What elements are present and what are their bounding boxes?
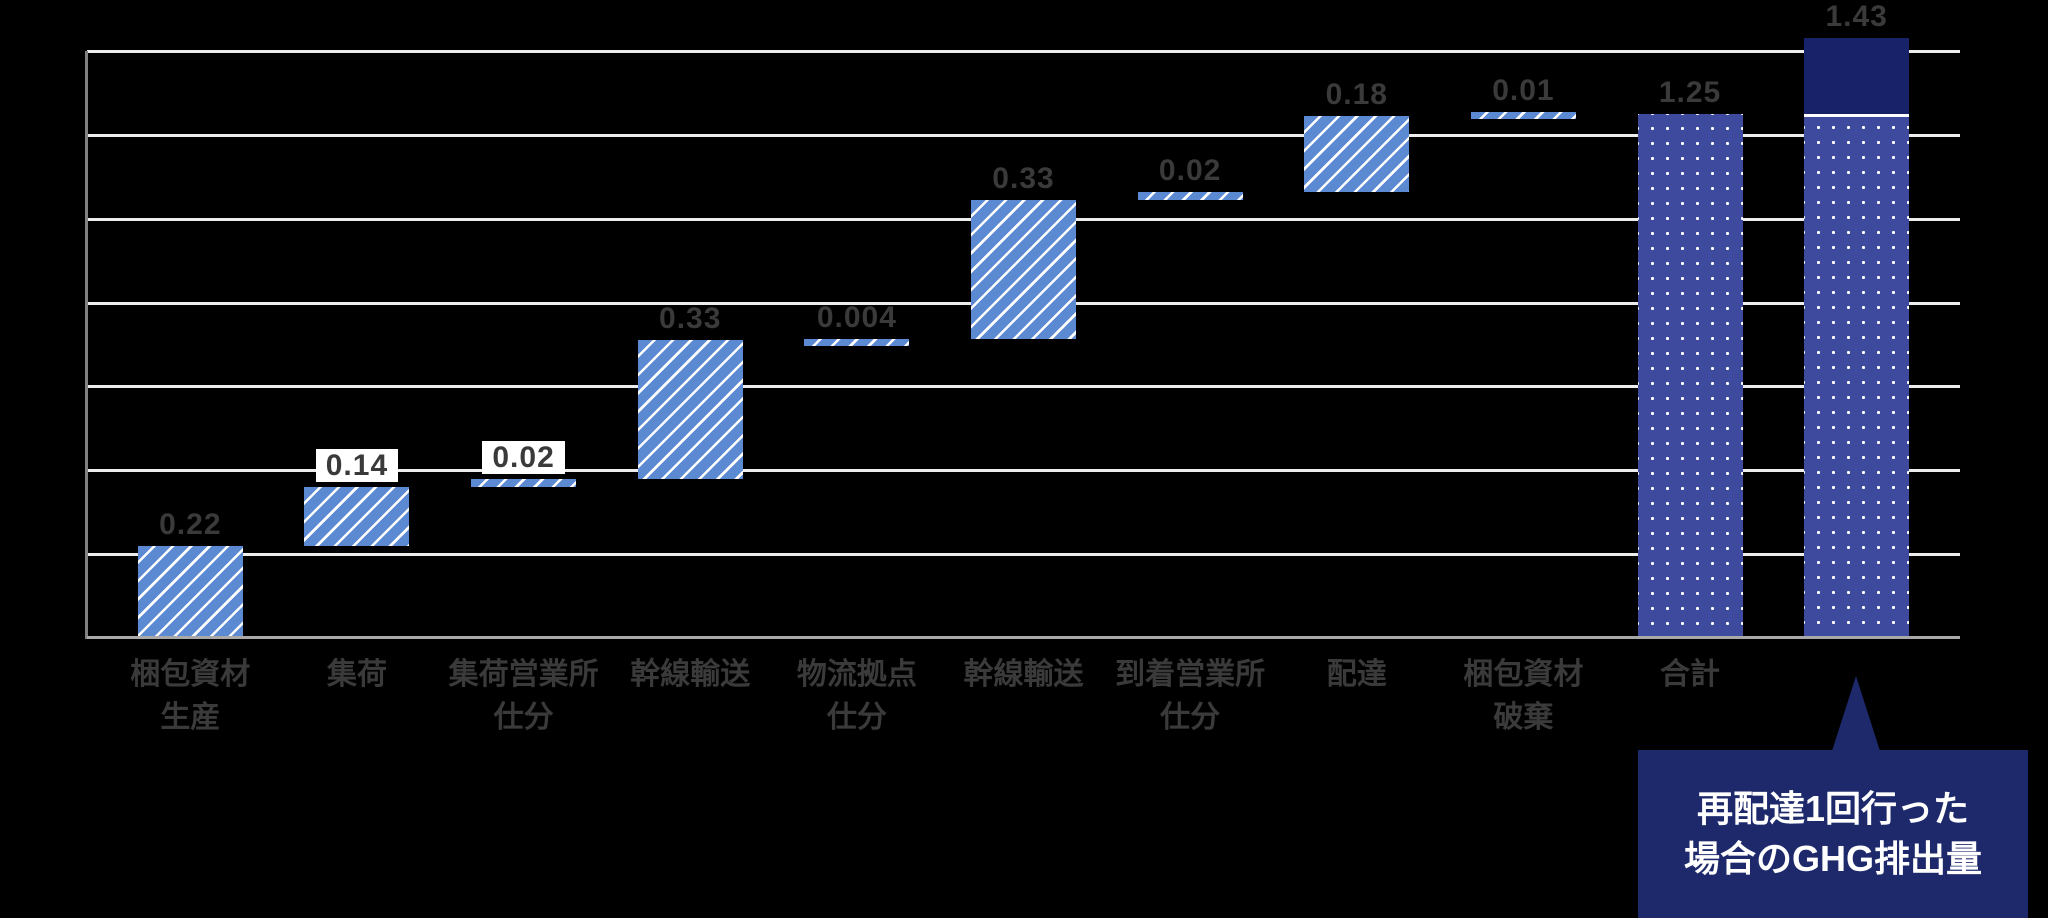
bar-value-label: 0.18 bbox=[1325, 78, 1388, 112]
gridline bbox=[87, 133, 1960, 137]
bar-value-label: 0.004 bbox=[816, 300, 897, 334]
gridline bbox=[87, 553, 1960, 557]
category-label: 物流拠点 仕分 bbox=[796, 658, 917, 734]
bar-10 bbox=[1637, 113, 1743, 638]
bar-3 bbox=[471, 478, 577, 488]
bar-value-label: 0.02 bbox=[429, 440, 619, 474]
bar-8 bbox=[1304, 116, 1410, 192]
bar-4 bbox=[637, 340, 743, 479]
gridline bbox=[87, 50, 1960, 53]
category-label: 梱包資材 生産 bbox=[130, 658, 251, 734]
bar-5 bbox=[804, 338, 910, 346]
callout-text: 再配達1回行った 場合のGHG排出量 bbox=[1683, 788, 1982, 879]
bar-redelivery-cap bbox=[1804, 38, 1910, 117]
category-label: 幹線輸送 bbox=[630, 658, 751, 691]
bar-2 bbox=[304, 487, 410, 546]
bar-1 bbox=[137, 545, 243, 638]
category-label: 集荷営業所 仕分 bbox=[448, 658, 599, 734]
bar-11 bbox=[1804, 38, 1910, 638]
y-axis-line bbox=[85, 51, 88, 639]
bar-value-label: 0.33 bbox=[659, 302, 722, 336]
bar-6 bbox=[971, 200, 1076, 339]
bar-value-label: 0.14 bbox=[262, 449, 452, 483]
bar-value-label: 0.22 bbox=[159, 507, 222, 541]
bar-value-label: 0.02 bbox=[1158, 153, 1222, 187]
bar-value-label: 0.33 bbox=[992, 162, 1055, 196]
bar-9 bbox=[1470, 112, 1576, 120]
bar-value-label: 0.01 bbox=[1492, 74, 1555, 108]
category-label: 集荷 bbox=[326, 658, 387, 691]
category-label: 配達 bbox=[1326, 658, 1387, 691]
bar-value-label: 1.43 bbox=[1825, 0, 1888, 34]
category-label: 梱包資材 破棄 bbox=[1463, 658, 1584, 734]
gridline bbox=[87, 469, 1960, 473]
category-label: 到着営業所 仕分 bbox=[1115, 658, 1266, 734]
bar-7 bbox=[1137, 191, 1243, 201]
category-label: 合計 bbox=[1660, 658, 1721, 691]
bar-value-label: 1.25 bbox=[1658, 75, 1722, 109]
callout-box: 再配達1回行った 場合のGHG排出量 bbox=[1638, 750, 2028, 918]
category-label: 幹線輸送 bbox=[963, 658, 1084, 691]
gridline bbox=[87, 385, 1960, 389]
x-axis-line bbox=[87, 636, 1960, 639]
callout-pointer-icon bbox=[1832, 676, 1880, 751]
